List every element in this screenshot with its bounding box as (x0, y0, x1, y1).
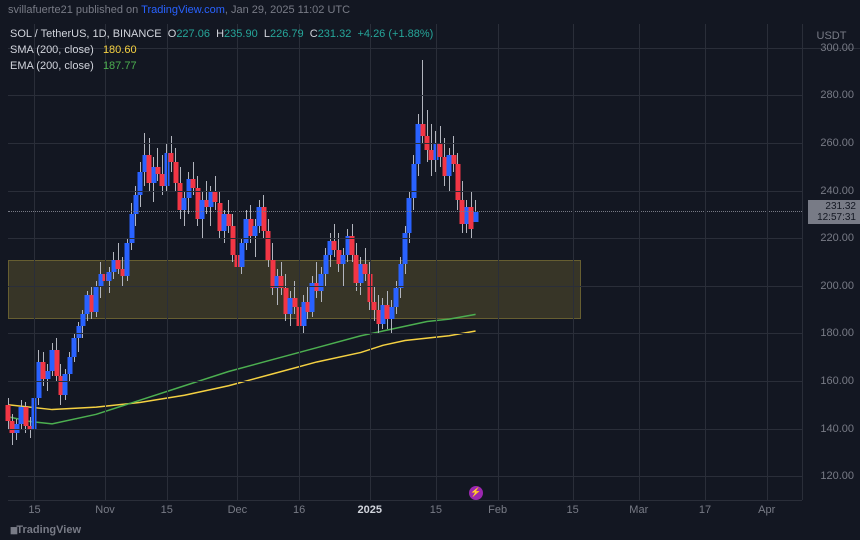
tradingview-logo: TradingView (10, 524, 81, 536)
lightning-icon (469, 486, 483, 500)
x-axis[interactable]: 15Nov15Dec16202515Feb15Mar17Apr (8, 500, 802, 520)
ema-value: 187.77 (103, 60, 137, 72)
sma-label: SMA (200, close) (10, 44, 94, 56)
last-price-line (8, 211, 802, 212)
sma-value: 180.60 (103, 44, 137, 56)
chart-area[interactable] (8, 24, 802, 500)
ema-label: EMA (200, close) (10, 60, 94, 72)
publish-header: svillafuerte21 published on TradingView.… (0, 0, 860, 20)
symbol-info: SOL / TetherUS, 1D, BINANCE O227.06 H235… (10, 26, 433, 74)
symbol-pair: SOL / TetherUS, 1D, BINANCE (10, 28, 162, 40)
author: svillafuerte21 (8, 4, 73, 16)
y-axis[interactable]: USDT 231.32 12:57:31 120.00140.00160.001… (802, 24, 860, 500)
price-change: +4.26 (+1.88%) (357, 28, 433, 40)
last-price-tag: 231.32 12:57:31 (808, 200, 860, 224)
site-link[interactable]: TradingView.com (141, 4, 225, 16)
